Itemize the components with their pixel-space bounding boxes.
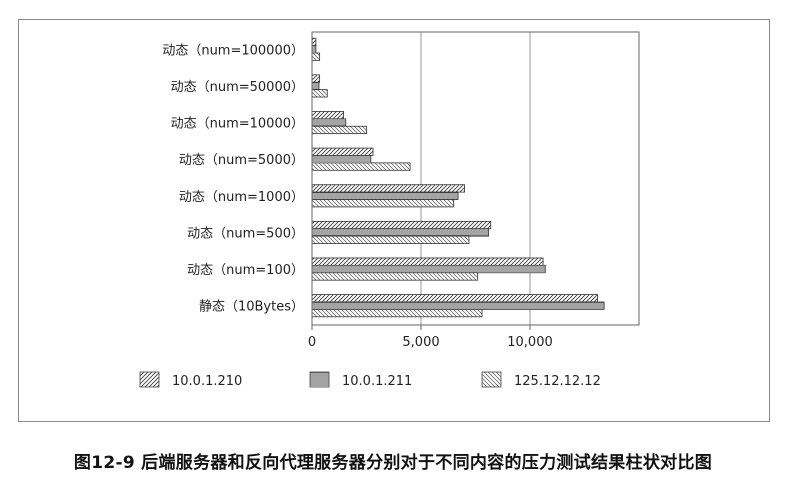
category-label: 动态（num=50000） <box>171 80 304 95</box>
legend-swatch-1 <box>139 371 160 388</box>
bar-1-5 <box>311 184 466 193</box>
bar-3-7 <box>311 272 479 281</box>
x-tick-label: 5,000 <box>402 335 439 350</box>
plot-area-border <box>311 31 640 326</box>
bar-3-8 <box>311 308 483 318</box>
bar-3-5 <box>311 199 455 208</box>
category-label: 动态（num=1000） <box>179 190 304 205</box>
category-label: 动态（num=5000） <box>179 153 304 168</box>
category-label: 动态（num=500） <box>187 226 304 241</box>
bar-3-2 <box>311 89 328 98</box>
bar-1-6 <box>311 220 492 230</box>
legend-swatch-2 <box>309 371 330 388</box>
figure-caption: 图12-9 后端服务器和反向代理服务器分别对于不同内容的压力测试结果柱状对比图 <box>73 453 713 473</box>
legend-label-1: 10.0.1.210 <box>172 374 242 389</box>
category-label: 动态（num=100000） <box>162 43 304 58</box>
bar-1-3 <box>311 111 345 120</box>
bar-2-1 <box>311 45 317 54</box>
x-tick-label: 0 <box>308 335 316 350</box>
x-tick-label: 10,000 <box>507 335 553 350</box>
legend-swatch-3 <box>481 371 502 388</box>
bar-3-6 <box>311 235 470 244</box>
bar-1-8 <box>311 294 598 303</box>
bar-2-6 <box>311 228 489 237</box>
bar-3-1 <box>311 52 321 61</box>
bar-2-3 <box>311 118 347 127</box>
legend-label-2: 10.0.1.211 <box>342 374 412 389</box>
bar-2-4 <box>311 155 372 164</box>
bar-2-8 <box>311 301 605 310</box>
bar-3-3 <box>311 125 367 135</box>
category-label: 动态（num=10000） <box>171 117 304 132</box>
category-label: 静态（10Bytes） <box>199 300 304 315</box>
bar-3-4 <box>311 162 411 171</box>
bar-2-2 <box>311 81 320 91</box>
legend-label-3: 125.12.12.12 <box>514 374 601 389</box>
bar-1-2 <box>311 74 321 83</box>
bar-chart: 动态（num=100000） 动态（num=50000） 动态（num=10000）… <box>139 31 640 389</box>
bar-1-7 <box>311 257 544 266</box>
figure-frame <box>18 19 770 422</box>
bar-1-4 <box>311 147 374 156</box>
bar-2-5 <box>311 191 459 200</box>
bar-1-1 <box>311 37 317 47</box>
bar-2-7 <box>311 264 546 274</box>
category-label: 动态（num=100） <box>187 263 304 278</box>
